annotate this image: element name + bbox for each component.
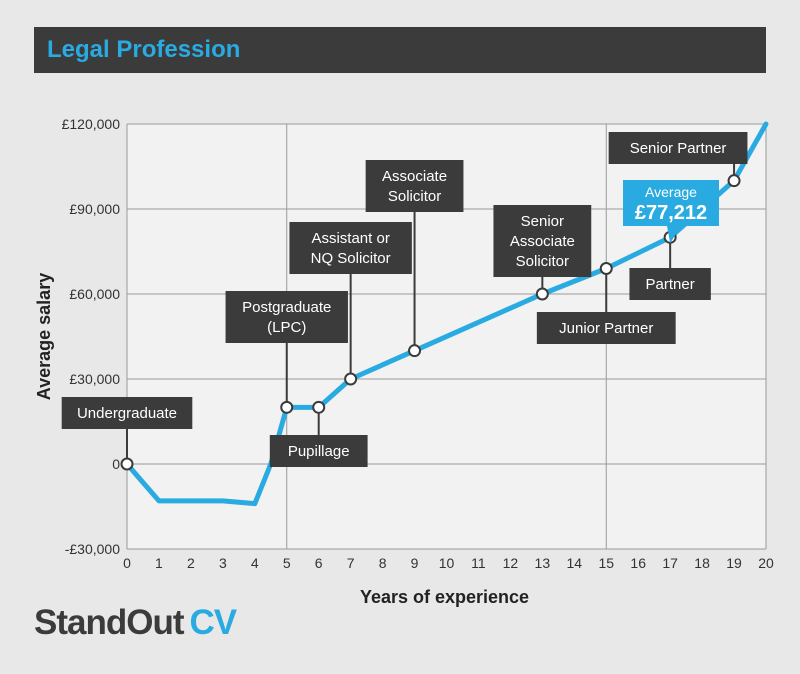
callout-box xyxy=(225,291,348,343)
x-tick-label: 13 xyxy=(535,555,551,571)
x-tick-label: 14 xyxy=(567,555,583,571)
callout-text: Postgraduate xyxy=(242,299,331,316)
data-point-marker xyxy=(280,400,294,414)
average-label: Average xyxy=(645,184,697,200)
y-tick-label: £90,000 xyxy=(69,201,120,217)
average-callout: Average £77,212 xyxy=(623,180,719,244)
x-tick-label: 18 xyxy=(694,555,710,571)
x-tick-label: 19 xyxy=(726,555,742,571)
x-tick-label: 9 xyxy=(411,555,419,571)
data-point-marker xyxy=(408,344,422,358)
chart-title: Legal Profession xyxy=(47,36,241,63)
data-point-marker xyxy=(727,174,741,188)
callout-senior: Senior Associate Solicitor xyxy=(493,205,592,277)
callout-text: Undergraduate xyxy=(77,405,177,422)
average-pointer xyxy=(667,226,681,244)
data-point-marker xyxy=(599,262,613,275)
x-tick-label: 7 xyxy=(347,555,355,571)
standout-cv-logo: StandOut CV xyxy=(34,603,237,643)
callout-junior-partner: Junior Partner xyxy=(536,312,676,344)
x-tick-label: 12 xyxy=(503,555,519,571)
callout-box xyxy=(629,268,711,300)
y-tick-label: £120,000 xyxy=(62,116,121,132)
x-tick-label: 0 xyxy=(123,555,131,571)
callout-box xyxy=(269,435,368,467)
x-tick-label: 6 xyxy=(315,555,323,571)
title-bar: Legal Profession xyxy=(34,27,766,73)
x-axis-label: Years of experience xyxy=(360,587,529,607)
callout-postgraduate: Postgraduate (LPC) xyxy=(225,291,348,343)
callout-assistant-or: Assistant or NQ Solicitor xyxy=(289,222,412,274)
callout-text: Associate xyxy=(510,233,575,250)
callout-text: Senior xyxy=(521,213,564,230)
salary-line xyxy=(124,121,769,507)
x-tick-label: 10 xyxy=(439,555,455,571)
callout-box xyxy=(608,132,748,164)
callout-box xyxy=(289,222,412,274)
logo-accent: CV xyxy=(189,603,237,642)
x-tick-label: 5 xyxy=(283,555,291,571)
y-tick-label: £30,000 xyxy=(69,371,120,387)
callout-text: Associate xyxy=(382,168,447,185)
logo-brand: StandOut xyxy=(34,603,184,642)
data-point-marker xyxy=(312,400,326,414)
data-point-marker xyxy=(344,372,358,386)
y-tick-label: -£30,000 xyxy=(65,541,120,557)
callout-box xyxy=(365,160,464,212)
x-tick-label: 15 xyxy=(598,555,614,571)
callout-senior-partner: Senior Partner xyxy=(608,132,748,164)
callout-partner: Partner xyxy=(629,268,711,300)
data-point-marker xyxy=(535,287,549,301)
average-value: £77,212 xyxy=(635,202,707,224)
callout-pupillage: Pupillage xyxy=(269,435,368,467)
x-tick-label: 16 xyxy=(630,555,646,571)
data-point-marker xyxy=(120,457,134,471)
callout-undergraduate: Undergraduate xyxy=(61,397,193,429)
callout-text: Junior Partner xyxy=(559,320,653,337)
y-tick-label: £60,000 xyxy=(69,286,120,302)
callout-text: Partner xyxy=(646,276,695,293)
callout-box xyxy=(61,397,193,429)
callout-associate: Associate Solicitor xyxy=(365,160,464,212)
y-tick-label: 0 xyxy=(112,456,120,472)
x-tick-label: 20 xyxy=(758,555,774,571)
x-tick-label: 3 xyxy=(219,555,227,571)
callout-text: (LPC) xyxy=(267,319,306,336)
x-tick-label: 11 xyxy=(471,555,486,571)
callout-text: Solicitor xyxy=(516,253,569,270)
x-tick-label: 8 xyxy=(379,555,387,571)
callout-text: Pupillage xyxy=(288,443,350,460)
x-tick-label: 17 xyxy=(662,555,678,571)
average-box xyxy=(623,180,719,226)
callout-box xyxy=(493,205,592,277)
callout-text: Assistant or xyxy=(311,230,389,247)
y-axis-label: Average salary xyxy=(34,273,54,400)
callout-text: NQ Solicitor xyxy=(311,250,391,267)
x-tick-label: 4 xyxy=(251,555,259,571)
callout-text: Senior Partner xyxy=(630,140,727,157)
x-tick-label: 1 xyxy=(155,555,163,571)
callout-text: Solicitor xyxy=(388,188,441,205)
x-tick-label: 2 xyxy=(187,555,195,571)
callout-box xyxy=(536,312,676,344)
